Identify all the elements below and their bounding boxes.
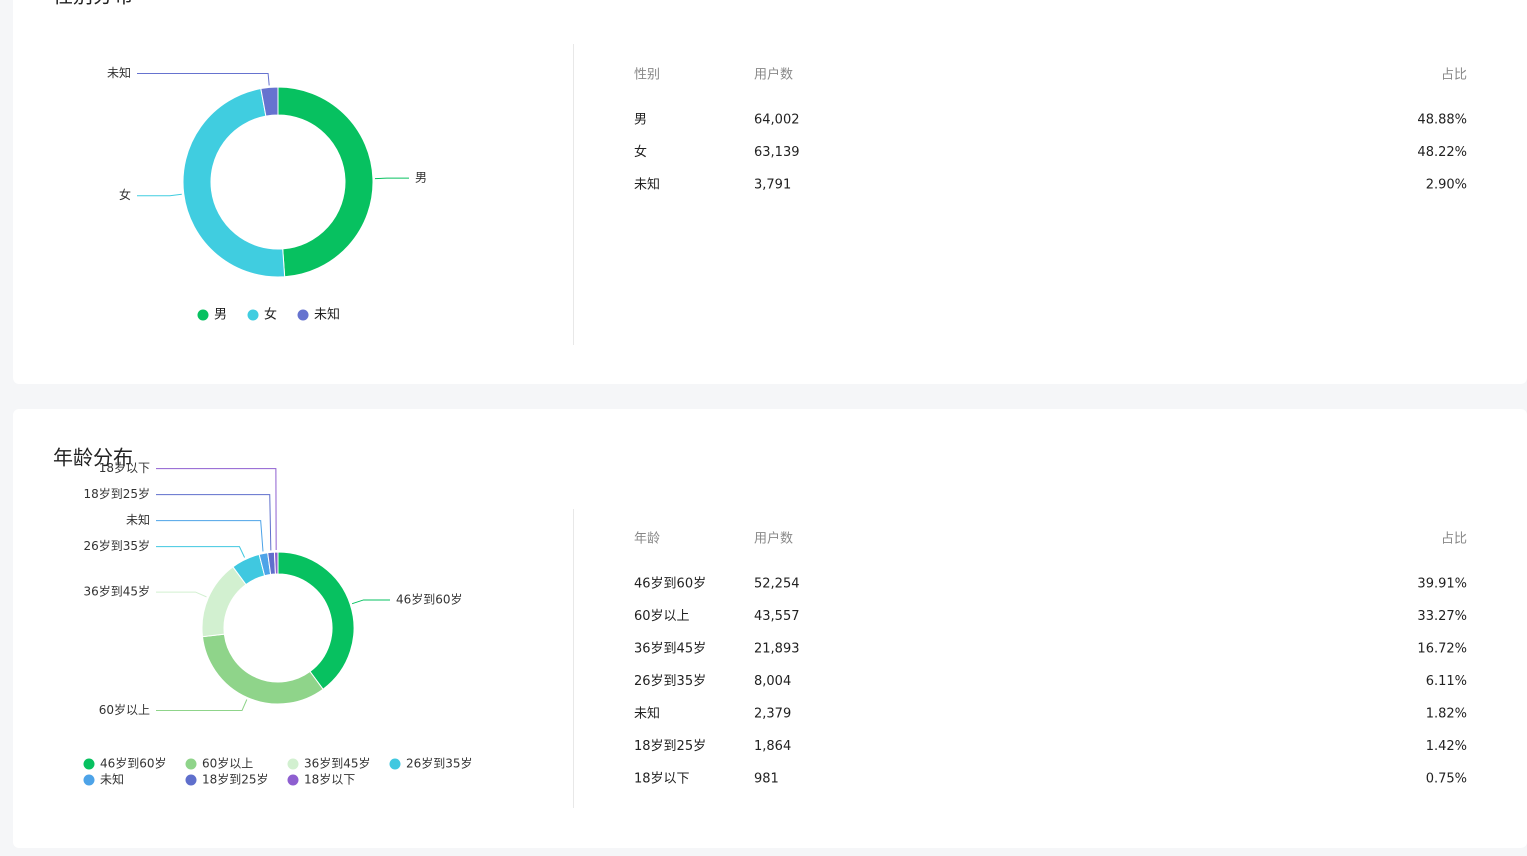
section-title: 性别分布 xyxy=(53,0,133,8)
table-cell: 63,139 xyxy=(754,145,800,160)
table-cell: 64,002 xyxy=(754,113,800,128)
table-cell: 2.90% xyxy=(1426,178,1467,193)
leader-line xyxy=(137,193,182,197)
table-cell: 1.82% xyxy=(1426,707,1467,722)
legend-marker xyxy=(197,309,209,321)
legend-marker xyxy=(185,774,197,786)
table-cell: 36岁到45岁 xyxy=(634,642,706,657)
leader-line xyxy=(156,546,246,558)
legend-label: 46岁到60岁 xyxy=(100,756,167,771)
donut-slice xyxy=(260,86,279,117)
table-cell: 21,893 xyxy=(754,642,800,657)
legend-marker xyxy=(287,758,299,770)
slice-label: 18岁以下 xyxy=(99,460,150,475)
legend-marker xyxy=(247,309,259,321)
table-header: 性别 xyxy=(634,68,660,83)
legend-label: 60岁以上 xyxy=(202,756,253,771)
legend-marker xyxy=(83,774,95,786)
slice-label: 女 xyxy=(119,187,131,202)
table-cell: 0.75% xyxy=(1426,772,1467,787)
slice-label: 26岁到35岁 xyxy=(83,538,150,553)
table-cell: 60岁以上 xyxy=(634,609,690,624)
slice-label: 未知 xyxy=(107,66,131,80)
donut-slice xyxy=(273,551,279,575)
legend-marker xyxy=(185,758,197,770)
table-header: 占比 xyxy=(1441,532,1467,547)
section-title: 年龄分布 xyxy=(53,446,133,470)
table-cell: 26岁到35岁 xyxy=(634,674,706,689)
card xyxy=(13,409,1527,848)
table-cell: 43,557 xyxy=(754,609,800,624)
leader-line xyxy=(156,520,264,552)
table-cell: 33.27% xyxy=(1417,609,1467,624)
table-header: 用户数 xyxy=(754,67,793,83)
table-cell: 39.91% xyxy=(1417,577,1467,592)
legend-label: 26岁到35岁 xyxy=(406,756,473,771)
legend-marker xyxy=(389,758,401,770)
legend-label: 女 xyxy=(264,307,277,323)
table-cell: 女 xyxy=(634,144,647,160)
table-cell: 981 xyxy=(754,772,779,787)
table-cell: 8,004 xyxy=(754,674,791,689)
slice-label: 46岁到60岁 xyxy=(396,591,463,606)
table-cell: 1,864 xyxy=(754,739,791,754)
table-cell: 1.42% xyxy=(1426,739,1467,754)
legend-label: 36岁到45岁 xyxy=(304,756,371,771)
table-header: 用户数 xyxy=(754,531,793,547)
leader-line xyxy=(156,494,272,551)
table-cell: 16.72% xyxy=(1417,642,1467,657)
legend-label: 18岁到25岁 xyxy=(202,772,269,787)
legend-marker xyxy=(287,774,299,786)
table-cell: 52,254 xyxy=(754,577,800,592)
table-cell: 未知 xyxy=(634,177,660,193)
legend-label: 18岁以下 xyxy=(304,772,355,787)
table-cell: 46岁到60岁 xyxy=(634,577,706,592)
legend-label: 未知 xyxy=(314,307,340,323)
donut-slice xyxy=(182,87,286,278)
table-cell: 未知 xyxy=(634,706,660,722)
table-cell: 男 xyxy=(634,113,647,128)
leader-line xyxy=(156,591,207,598)
table-header: 年龄 xyxy=(634,532,660,547)
slice-label: 18岁到25岁 xyxy=(83,486,150,501)
table-cell: 2,379 xyxy=(754,707,791,722)
legend-label: 男 xyxy=(214,308,227,323)
legend-label: 未知 xyxy=(100,773,124,787)
leader-line xyxy=(156,468,277,551)
table-cell: 18岁以下 xyxy=(634,772,690,787)
slice-label: 未知 xyxy=(126,513,150,527)
donut-slice xyxy=(277,86,374,278)
table-cell: 18岁到25岁 xyxy=(634,739,706,754)
slice-label: 36岁到45岁 xyxy=(83,584,150,599)
legend-marker xyxy=(297,309,309,321)
table-cell: 48.22% xyxy=(1417,145,1467,160)
slice-label: 男 xyxy=(415,171,427,185)
slice-label: 60岁以上 xyxy=(99,702,150,717)
leader-line xyxy=(156,699,248,712)
table-header: 占比 xyxy=(1441,68,1467,83)
table-cell: 3,791 xyxy=(754,178,791,193)
table-cell: 6.11% xyxy=(1426,674,1467,689)
card xyxy=(13,0,1527,384)
legend-marker xyxy=(83,758,95,770)
table-cell: 48.88% xyxy=(1417,113,1467,128)
leader-line xyxy=(351,599,390,605)
leader-line xyxy=(137,72,270,86)
